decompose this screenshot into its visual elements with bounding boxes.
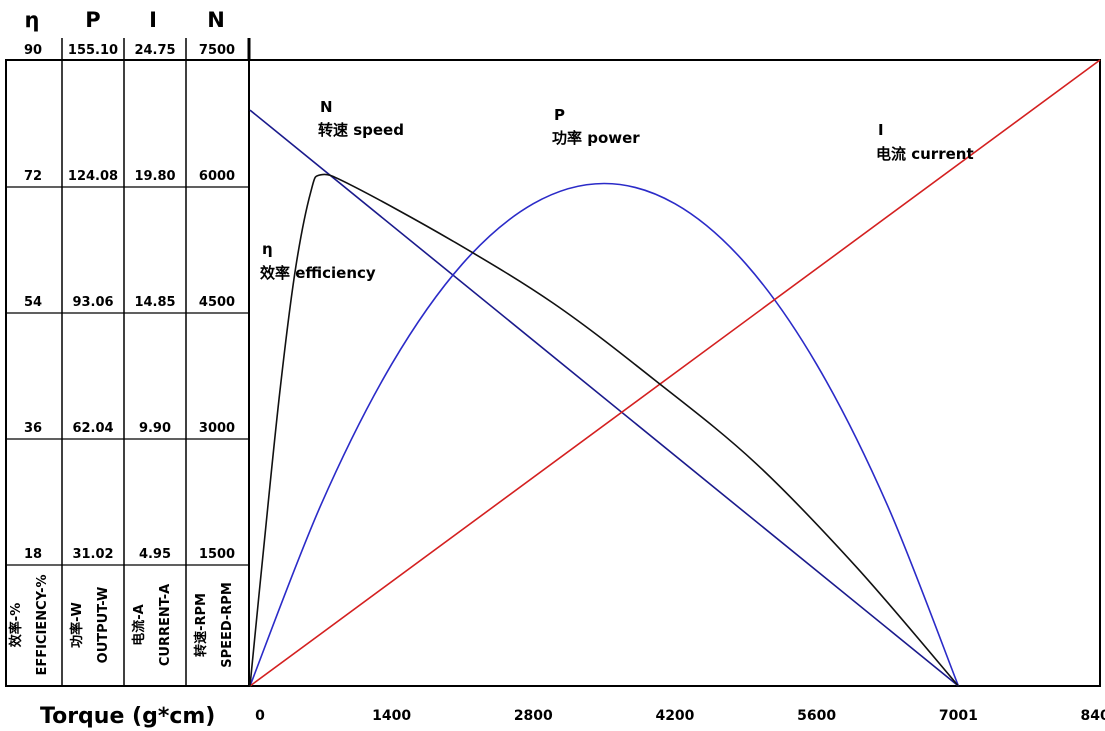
- speed-curve: [249, 109, 959, 687]
- header-current: I: [149, 8, 157, 32]
- eta-tick: 72: [24, 169, 42, 184]
- unit-label-power-cn: 功率-W: [69, 602, 85, 648]
- x-tick-label: 1400: [372, 708, 411, 724]
- x-tick-label: 7001: [939, 708, 978, 724]
- current-curve: [249, 59, 1101, 687]
- unit-label-eta-cn: 效率-%: [8, 603, 24, 647]
- unit-label-speed-cn: 转速-RPM: [193, 593, 209, 657]
- efficiency-curve-label: 效率 efficiency: [260, 264, 376, 282]
- x-axis-ticks: 0 1400 2800 4200 5600 7001 8401: [255, 708, 1105, 724]
- power-tick: 124.08: [68, 169, 118, 184]
- current-curve-symbol: I: [878, 121, 884, 139]
- header-power: P: [85, 8, 100, 32]
- eta-tick: 54: [24, 295, 42, 310]
- speed-curve-label: 转速 speed: [318, 121, 404, 139]
- plot-frame: [248, 59, 1101, 687]
- unit-label-eta-en: EFFICIENCY-%: [35, 574, 50, 675]
- efficiency-curve: [249, 173, 960, 687]
- eta-tick: 36: [24, 421, 42, 436]
- unit-label-current-en: CURRENT-A: [158, 584, 173, 666]
- current-tick: 19.80: [134, 169, 175, 184]
- speed-tick: 3000: [199, 421, 235, 436]
- x-tick-label: 8401: [1081, 708, 1105, 724]
- header-speed: N: [207, 8, 225, 32]
- current-tick: 9.90: [139, 421, 171, 436]
- power-tick: 93.06: [72, 295, 113, 310]
- curves: [249, 59, 1101, 687]
- x-tick-label: 4200: [655, 708, 694, 724]
- power-curve: [249, 182, 960, 687]
- speed-tick: 6000: [199, 169, 235, 184]
- current-curve-label: 电流 current: [876, 145, 974, 163]
- power-tick: 62.04: [72, 421, 113, 436]
- current-tick: 14.85: [134, 295, 175, 310]
- unit-label-speed-en: SPEED-RPM: [220, 582, 235, 668]
- power-curve-label: 功率 power: [552, 129, 640, 147]
- x-tick-label: 0: [255, 708, 265, 724]
- header-eta: η: [25, 8, 40, 32]
- eta-tick: 18: [24, 547, 42, 562]
- x-axis-title: Torque (g*cm): [40, 704, 215, 729]
- x-tick-label: 2800: [514, 708, 553, 724]
- efficiency-curve-symbol: η: [262, 240, 273, 258]
- power-curve-symbol: P: [554, 106, 565, 124]
- speed-tick: 7500: [199, 43, 235, 58]
- speed-tick: 4500: [199, 295, 235, 310]
- eta-tick: 90: [24, 43, 42, 58]
- power-tick: 155.10: [68, 43, 118, 58]
- current-tick: 24.75: [134, 43, 175, 58]
- unit-label-power-en: OUTPUT-W: [96, 587, 111, 664]
- speed-tick: 1500: [199, 547, 235, 562]
- unit-label-current-cn: 电流-A: [131, 604, 147, 645]
- current-tick: 4.95: [139, 547, 171, 562]
- x-tick-label: 5600: [797, 708, 836, 724]
- speed-curve-symbol: N: [320, 98, 333, 116]
- power-tick: 31.02: [72, 547, 113, 562]
